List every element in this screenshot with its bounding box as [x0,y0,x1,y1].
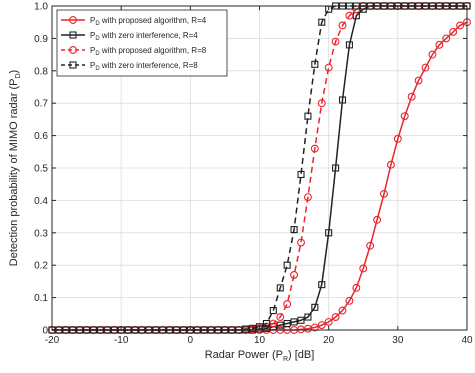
x-tick-label: -20 [45,335,60,346]
y-tick-label: 0.8 [34,66,48,77]
x-tick-label: 30 [392,335,404,346]
y-tick-label: 0.1 [34,293,48,304]
x-tick-label: 40 [461,335,473,346]
x-tick-label: -10 [114,335,129,346]
y-tick-label: 0.3 [34,228,48,239]
x-tick-label: 0 [188,335,194,346]
legend: PD with proposed algorithm, R=4PD with z… [57,10,227,76]
y-tick-label: 0.6 [34,131,48,142]
y-tick-label: 0.5 [34,164,48,175]
x-tick-label: 20 [323,335,335,346]
y-tick-label: 0 [42,326,48,337]
x-tick-label: 10 [254,335,266,346]
y-tick-label: 0.2 [34,261,48,272]
y-tick-label: 0.4 [34,196,48,207]
y-tick-label: 0.7 [34,99,48,110]
y-axis-title: Detection probability of MIMO radar (PD) [8,70,22,266]
y-tick-label: 1.0 [34,2,48,13]
y-tick-label: 0.9 [34,34,48,45]
x-axis-title: Radar Power (PR) [dB] [205,349,315,363]
